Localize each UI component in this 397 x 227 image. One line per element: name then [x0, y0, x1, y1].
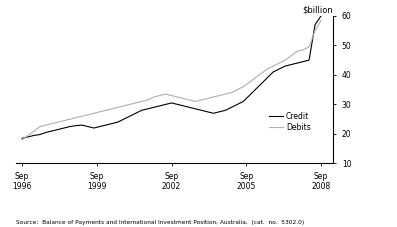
Debits: [319, 19, 324, 22]
Legend: Credit, Debits: Credit, Debits: [266, 109, 314, 135]
Debits: [116, 106, 120, 109]
Debits: [20, 138, 25, 141]
Debits: [313, 29, 318, 32]
Debits: [217, 94, 222, 97]
Credit: [319, 15, 324, 17]
Line: Credit: Credit: [22, 16, 321, 138]
Text: Source:  Balance of Payments and International Investment Position, Australia,  : Source: Balance of Payments and Internat…: [16, 220, 304, 225]
Credit: [235, 103, 240, 106]
Line: Debits: Debits: [22, 20, 321, 140]
Debits: [235, 88, 240, 91]
Credit: [217, 110, 222, 113]
Debits: [110, 107, 114, 110]
Credit: [116, 121, 120, 123]
Debits: [85, 114, 90, 116]
Text: $billion: $billion: [303, 5, 333, 14]
Credit: [85, 125, 90, 128]
Credit: [20, 137, 25, 140]
Credit: [313, 23, 318, 26]
Credit: [110, 122, 114, 125]
